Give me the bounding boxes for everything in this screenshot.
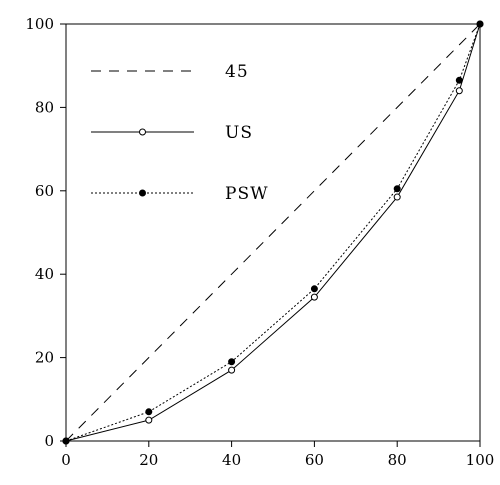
legend-item: US — [91, 123, 253, 143]
data-point — [228, 366, 236, 374]
legend-item: 45 — [91, 62, 249, 82]
y-tick-label: 20 — [35, 349, 54, 367]
legend-label: PSW — [225, 184, 269, 204]
data-point — [455, 87, 463, 95]
y-tick-label: 60 — [35, 182, 54, 200]
data-point — [145, 416, 153, 424]
y-tick-label: 40 — [35, 265, 54, 283]
legend-item: PSW — [91, 184, 269, 204]
y-tick-label: 0 — [44, 432, 54, 450]
data-point — [455, 76, 463, 84]
data-point — [310, 293, 318, 301]
legend-marker — [139, 189, 146, 197]
data-point — [393, 193, 401, 201]
legend-label: 45 — [225, 62, 249, 82]
data-point — [62, 437, 70, 445]
data-point — [476, 20, 484, 28]
data-point — [310, 285, 318, 293]
y-tick-label: 100 — [25, 15, 54, 33]
series-45 — [65, 23, 481, 442]
x-tick-label: 20 — [139, 451, 158, 469]
series-layer — [62, 20, 484, 445]
series-us — [62, 20, 484, 445]
x-tick-label: 60 — [305, 451, 324, 469]
axes: 0 20 40 60 80 100 0 20 40 60 80 100 — [25, 15, 494, 469]
legend-label: US — [225, 123, 253, 143]
data-point — [393, 185, 401, 193]
plot-frame — [65, 23, 481, 442]
legend: 45 US PSW — [91, 62, 269, 204]
series-line — [65, 23, 481, 442]
data-point — [145, 408, 153, 416]
data-point — [228, 358, 236, 366]
x-tick-label: 100 — [466, 451, 495, 469]
series-psw — [62, 20, 484, 445]
x-tick-label: 0 — [61, 451, 71, 469]
x-tick-label: 40 — [222, 451, 241, 469]
y-tick-label: 80 — [35, 98, 54, 116]
legend-marker — [139, 128, 146, 136]
x-tick-label: 80 — [388, 451, 407, 469]
